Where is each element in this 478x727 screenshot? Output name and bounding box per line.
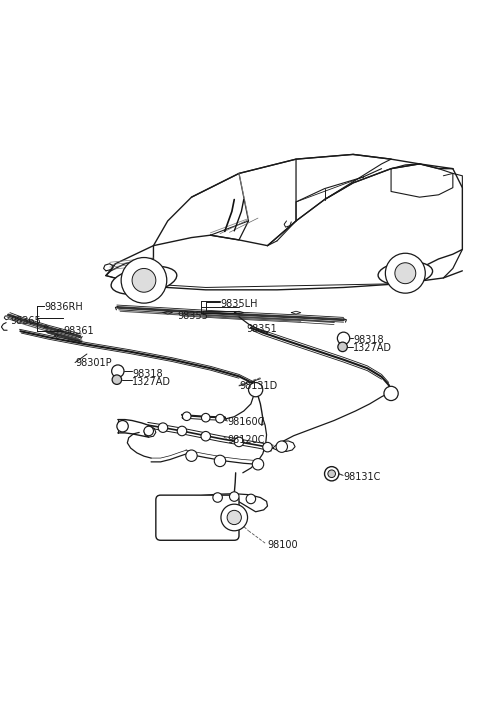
Circle shape [213,493,222,502]
Circle shape [337,332,350,345]
Text: 98318: 98318 [132,369,163,379]
Text: 98365: 98365 [10,316,41,326]
Text: 98100: 98100 [268,540,298,550]
Text: 98131D: 98131D [239,381,277,391]
Circle shape [385,253,425,293]
Circle shape [201,431,210,441]
Circle shape [144,426,153,435]
Text: 98160C: 98160C [227,417,264,427]
Circle shape [186,450,197,462]
Circle shape [117,420,128,432]
Ellipse shape [378,262,433,285]
Circle shape [229,491,239,502]
Circle shape [201,414,210,422]
Text: 98120C: 98120C [227,435,265,444]
Text: 9836RH: 9836RH [44,302,83,313]
Circle shape [112,375,121,385]
Circle shape [132,268,156,292]
Circle shape [246,494,256,504]
Circle shape [395,262,416,284]
Text: 98361: 98361 [63,326,94,336]
Text: 98318: 98318 [353,334,384,345]
Text: 9835LH: 9835LH [220,299,258,309]
Circle shape [338,342,348,352]
Circle shape [216,414,224,423]
Circle shape [227,510,241,525]
Text: 1327AD: 1327AD [353,343,392,353]
Text: 98131C: 98131C [344,472,381,481]
Circle shape [112,365,124,377]
Circle shape [249,382,263,397]
Text: 98351: 98351 [246,324,277,334]
Circle shape [183,412,191,420]
Circle shape [276,441,287,452]
Circle shape [328,470,336,478]
Circle shape [221,504,248,531]
Text: 98301P: 98301P [75,358,112,369]
Circle shape [121,257,167,303]
FancyBboxPatch shape [156,495,239,540]
Circle shape [177,426,187,435]
Circle shape [158,423,168,433]
Text: 98355: 98355 [177,310,208,321]
Circle shape [252,459,264,470]
Circle shape [263,443,272,452]
Circle shape [214,455,226,467]
Ellipse shape [111,266,177,294]
Circle shape [234,437,244,446]
Circle shape [325,467,339,481]
Text: 1327AD: 1327AD [132,377,171,387]
Circle shape [384,386,398,401]
